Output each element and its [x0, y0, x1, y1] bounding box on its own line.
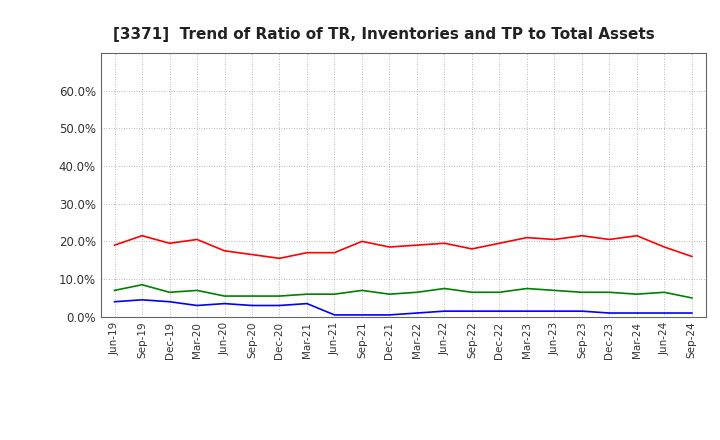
Trade Payables — [275, 293, 284, 299]
Inventories — [605, 310, 613, 315]
Inventories — [495, 308, 504, 314]
Trade Receivables — [220, 248, 229, 253]
Trade Receivables — [577, 233, 586, 238]
Trade Receivables — [523, 235, 531, 240]
Trade Payables — [248, 293, 256, 299]
Trade Receivables — [605, 237, 613, 242]
Trade Payables — [138, 282, 146, 287]
Inventories — [577, 308, 586, 314]
Trade Payables — [577, 290, 586, 295]
Inventories — [633, 310, 642, 315]
Trade Receivables — [330, 250, 339, 255]
Trade Payables — [467, 290, 476, 295]
Trade Payables — [385, 292, 394, 297]
Trade Payables — [605, 290, 613, 295]
Inventories — [440, 308, 449, 314]
Inventories — [358, 312, 366, 318]
Inventories — [165, 299, 174, 304]
Inventories — [523, 308, 531, 314]
Line: Trade Payables: Trade Payables — [114, 285, 692, 298]
Inventories — [110, 299, 119, 304]
Inventories — [275, 303, 284, 308]
Trade Payables — [110, 288, 119, 293]
Trade Receivables — [275, 256, 284, 261]
Trade Payables — [165, 290, 174, 295]
Trade Receivables — [193, 237, 202, 242]
Trade Receivables — [138, 233, 146, 238]
Inventories — [467, 308, 476, 314]
Trade Payables — [440, 286, 449, 291]
Trade Payables — [633, 292, 642, 297]
Inventories — [302, 301, 311, 306]
Trade Payables — [688, 295, 696, 301]
Trade Payables — [193, 288, 202, 293]
Trade Receivables — [165, 241, 174, 246]
Line: Trade Receivables: Trade Receivables — [114, 236, 692, 258]
Trade Receivables — [110, 242, 119, 248]
Trade Payables — [495, 290, 504, 295]
Text: [3371]  Trend of Ratio of TR, Inventories and TP to Total Assets: [3371] Trend of Ratio of TR, Inventories… — [113, 27, 654, 42]
Inventories — [193, 303, 202, 308]
Trade Receivables — [550, 237, 559, 242]
Inventories — [413, 310, 421, 315]
Trade Receivables — [688, 254, 696, 259]
Inventories — [688, 310, 696, 315]
Trade Receivables — [633, 233, 642, 238]
Trade Payables — [302, 292, 311, 297]
Inventories — [138, 297, 146, 302]
Trade Receivables — [660, 244, 669, 249]
Inventories — [550, 308, 559, 314]
Inventories — [385, 312, 394, 318]
Trade Payables — [550, 288, 559, 293]
Line: Inventories: Inventories — [114, 300, 692, 315]
Trade Payables — [413, 290, 421, 295]
Trade Receivables — [358, 239, 366, 244]
Trade Receivables — [495, 241, 504, 246]
Inventories — [660, 310, 669, 315]
Trade Receivables — [302, 250, 311, 255]
Trade Payables — [523, 286, 531, 291]
Inventories — [248, 303, 256, 308]
Inventories — [220, 301, 229, 306]
Trade Receivables — [248, 252, 256, 257]
Inventories — [330, 312, 339, 318]
Trade Receivables — [467, 246, 476, 252]
Trade Receivables — [440, 241, 449, 246]
Trade Receivables — [385, 244, 394, 249]
Trade Payables — [660, 290, 669, 295]
Trade Receivables — [413, 242, 421, 248]
Trade Payables — [330, 292, 339, 297]
Trade Payables — [220, 293, 229, 299]
Trade Payables — [358, 288, 366, 293]
